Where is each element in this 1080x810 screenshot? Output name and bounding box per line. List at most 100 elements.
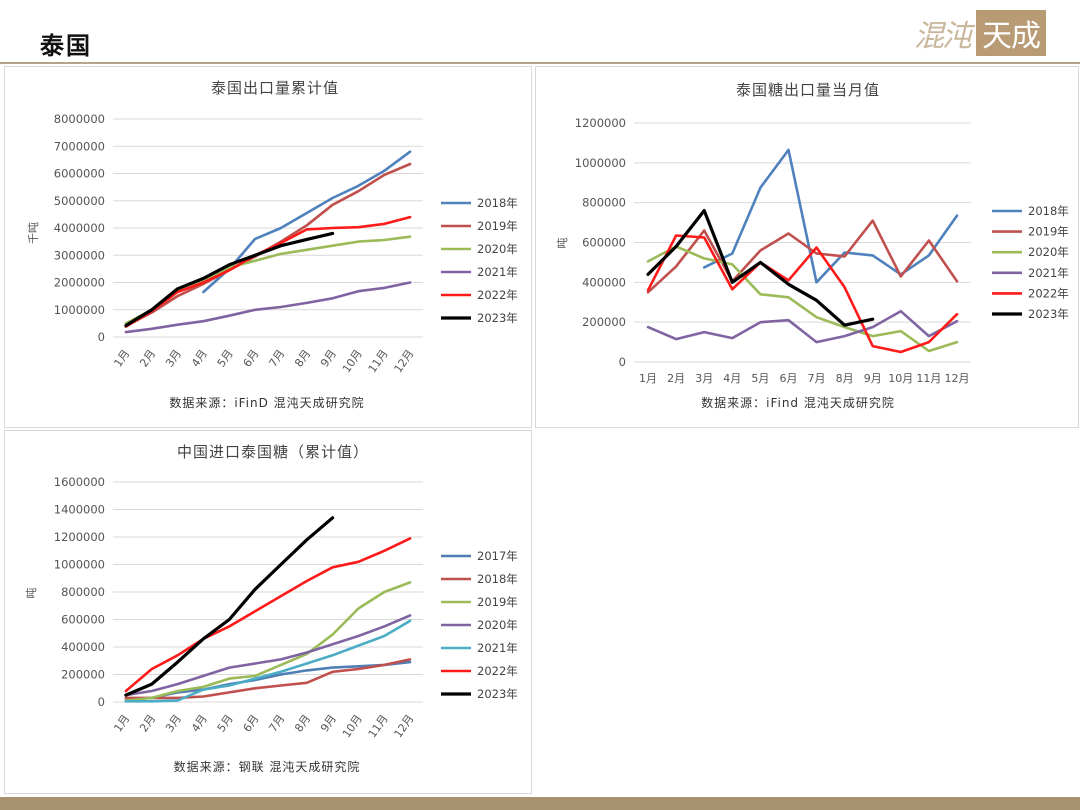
x-tick-label: 2月 xyxy=(137,712,158,734)
y-tick-label: 5000000 xyxy=(54,194,105,208)
legend-label: 2021年 xyxy=(477,641,518,655)
series-line xyxy=(702,148,959,284)
x-tick-label: 7月 xyxy=(266,712,287,734)
series-line xyxy=(124,162,412,328)
x-tick-label: 4月 xyxy=(723,372,741,385)
x-tick-label: 6月 xyxy=(241,347,262,369)
series-line xyxy=(124,619,412,703)
legend-label: 2022年 xyxy=(1028,286,1069,300)
brand-logo: 混沌 天成 xyxy=(914,10,1046,56)
x-tick-label: 3月 xyxy=(163,347,184,369)
x-tick-label: 10月 xyxy=(340,347,365,375)
legend-label: 2022年 xyxy=(477,664,518,678)
chart-monthly-export: 泰国糖出口量当月值 0 200000 400000 600000 800000 100000… xyxy=(556,81,1069,410)
y-tick-label: 2000000 xyxy=(54,276,105,290)
legend-label: 2017年 xyxy=(477,549,518,563)
legend-label: 2020年 xyxy=(477,618,518,632)
legend-label: 2019年 xyxy=(477,219,518,233)
x-tick-label: 11月 xyxy=(366,347,391,375)
chart-panel-china-import: 中国进口泰国糖（累计值） 0 200000 400000 600000 800000 100… xyxy=(4,430,532,794)
x-tick-label: 7月 xyxy=(808,372,826,385)
footer-bar xyxy=(0,797,1080,810)
y-tick-label: 1200000 xyxy=(54,530,105,544)
y-tick-label: 800000 xyxy=(61,585,105,599)
y-tick-label: 800000 xyxy=(582,196,626,210)
x-tick-label: 9月 xyxy=(318,347,339,369)
series-line xyxy=(124,516,335,697)
y-tick-label: 1000000 xyxy=(54,303,105,317)
legend-label: 2019年 xyxy=(1028,225,1069,239)
x-tick-label: 4月 xyxy=(189,712,210,734)
series-line xyxy=(124,581,412,702)
x-tick-label: 3月 xyxy=(163,712,184,734)
series-line xyxy=(646,219,959,294)
x-tick-label: 8月 xyxy=(836,372,854,385)
x-tick-label: 5月 xyxy=(215,712,236,734)
chart-china-import: 中国进口泰国糖（累计值） 0 200000 400000 600000 800000 100… xyxy=(25,443,518,774)
y-axis-label: 千吨 xyxy=(27,222,40,244)
y-axis-label: 吨 xyxy=(25,588,38,599)
chart-cumulative-export: 泰国出口量累计值 0 1000000 2000000 3000000 4000000 500… xyxy=(27,79,518,410)
y-tick-label: 8000000 xyxy=(54,112,105,126)
series-line xyxy=(124,281,412,334)
x-tick-label: 7月 xyxy=(266,347,287,369)
legend-label: 2023年 xyxy=(477,311,518,325)
x-tick-label: 12月 xyxy=(392,347,417,375)
x-tick-label: 8月 xyxy=(292,712,313,734)
x-tick-label: 5月 xyxy=(751,372,769,385)
legend-label: 2020年 xyxy=(477,242,518,256)
x-tick-label: 10月 xyxy=(340,712,365,740)
series-line xyxy=(646,234,959,354)
x-tick-label: 6月 xyxy=(241,712,262,734)
y-tick-label: 200000 xyxy=(61,668,105,682)
y-tick-label: 1200000 xyxy=(575,116,626,130)
y-tick-label: 4000000 xyxy=(54,221,105,235)
legend-label: 2021年 xyxy=(1028,266,1069,280)
series-line xyxy=(646,209,875,327)
y-tick-label: 1000000 xyxy=(54,558,105,572)
y-tick-label: 200000 xyxy=(582,315,626,329)
x-tick-label: 12月 xyxy=(392,712,417,740)
legend-label: 2022年 xyxy=(477,288,518,302)
legend-label: 2018年 xyxy=(477,572,518,586)
y-tick-label: 3000000 xyxy=(54,248,105,262)
x-tick-label: 5月 xyxy=(215,347,236,369)
series-line xyxy=(124,658,412,700)
y-tick-label: 0 xyxy=(98,695,105,709)
x-tick-label: 11月 xyxy=(366,712,391,740)
chart-panel-cumulative-export: 泰国出口量累计值 0 1000000 2000000 3000000 4000000 500… xyxy=(4,66,532,428)
y-tick-label: 400000 xyxy=(61,640,105,654)
header-divider xyxy=(0,62,1080,64)
x-tick-label: 10月 xyxy=(888,372,913,385)
series-line xyxy=(646,309,959,344)
y-tick-label: 6000000 xyxy=(54,167,105,181)
x-tick-label: 12月 xyxy=(944,372,969,385)
chart-source: 数据来源：iFinD 混沌天成研究院 xyxy=(169,395,364,410)
x-tick-label: 11月 xyxy=(916,372,941,385)
series-line xyxy=(124,231,335,328)
chart-source: 数据来源：钢联 混沌天成研究院 xyxy=(174,759,361,774)
page-title: 泰国 xyxy=(40,31,92,60)
y-tick-label: 0 xyxy=(619,355,626,369)
x-tick-label: 6月 xyxy=(779,372,797,385)
x-tick-label: 1月 xyxy=(111,347,132,369)
chart-title: 泰国糖出口量当月值 xyxy=(736,81,880,99)
x-tick-label: 1月 xyxy=(639,372,657,385)
legend-label: 2020年 xyxy=(1028,245,1069,259)
x-tick-label: 2月 xyxy=(137,347,158,369)
x-tick-label: 3月 xyxy=(695,372,713,385)
x-tick-label: 2月 xyxy=(667,372,685,385)
series-line xyxy=(202,150,412,294)
y-tick-label: 1000000 xyxy=(575,156,626,170)
chart-panel-monthly-export: 泰国糖出口量当月值 0 200000 400000 600000 800000 100000… xyxy=(535,66,1079,428)
x-tick-label: 9月 xyxy=(318,712,339,734)
x-tick-label: 8月 xyxy=(292,347,313,369)
y-tick-label: 1400000 xyxy=(54,503,105,517)
y-tick-label: 1600000 xyxy=(54,475,105,489)
series-line xyxy=(124,614,412,697)
legend-label: 2018年 xyxy=(477,196,518,210)
chart-title: 中国进口泰国糖（累计值） xyxy=(177,443,369,461)
y-tick-label: 600000 xyxy=(61,613,105,627)
series-line xyxy=(646,245,959,353)
legend-label: 2021年 xyxy=(477,265,518,279)
